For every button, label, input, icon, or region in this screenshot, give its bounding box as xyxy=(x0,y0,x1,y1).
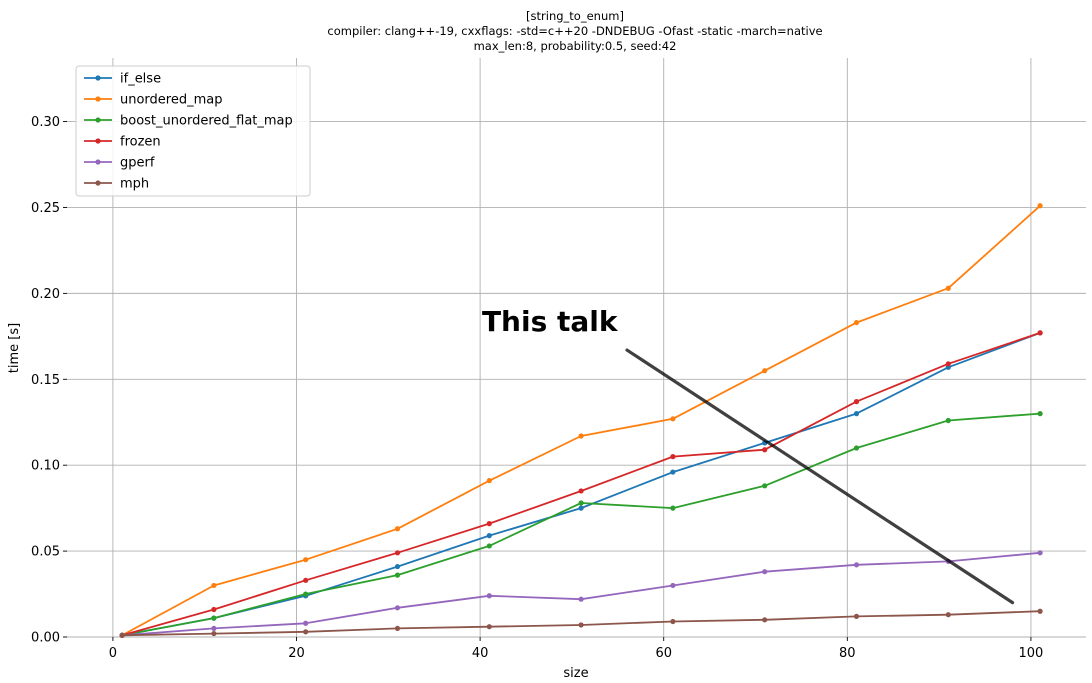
data-point xyxy=(670,505,676,511)
data-point xyxy=(853,411,860,417)
data-point xyxy=(578,500,584,506)
data-point xyxy=(394,563,401,570)
data-point xyxy=(1037,330,1043,336)
title-line: max_len:8, probability:0.5, seed:42 xyxy=(474,39,677,53)
legend-marker xyxy=(95,138,101,144)
data-point xyxy=(578,596,584,602)
series-line-if-else xyxy=(121,332,1041,637)
data-point xyxy=(211,582,217,589)
x-tick-label: 20 xyxy=(288,646,305,661)
data-point xyxy=(853,319,860,326)
data-point xyxy=(1037,550,1043,556)
y-tick-label: 0.05 xyxy=(31,545,60,560)
data-point xyxy=(303,557,309,563)
data-point xyxy=(945,612,951,618)
data-point xyxy=(486,478,492,484)
legend-label: unordered_map xyxy=(120,93,223,108)
legend-label: if_else xyxy=(120,72,161,87)
data-point xyxy=(945,417,951,424)
data-point xyxy=(762,483,768,489)
legend-label: mph xyxy=(120,177,149,192)
legend: if_else unordered_map boost_unordered_flat… xyxy=(75,65,311,197)
annotation-arrow xyxy=(625,348,1015,605)
axes: 0 20 40 60 80 100 0.00 0.05 0.10 0.15 0.20 0.25 0.30 xyxy=(31,115,1043,661)
data-point xyxy=(945,285,951,291)
y-tick-label: 0.25 xyxy=(31,201,60,216)
data-point xyxy=(486,543,492,549)
data-point xyxy=(578,488,584,494)
y-axis-label: time [s] xyxy=(7,323,22,373)
legend-box xyxy=(75,65,311,197)
data-point xyxy=(394,605,401,611)
data-point xyxy=(670,416,676,422)
legend-marker xyxy=(95,117,101,123)
y-tick-label: 0.00 xyxy=(31,631,60,646)
x-tick-label: 100 xyxy=(1019,646,1044,661)
legend-label: frozen xyxy=(120,135,161,150)
data-point xyxy=(211,615,217,621)
x-tick-label: 0 xyxy=(109,646,117,661)
data-point xyxy=(1037,608,1043,614)
x-tick-label: 40 xyxy=(472,646,489,661)
data-point xyxy=(1037,203,1043,209)
data-point xyxy=(762,617,768,623)
data-point xyxy=(762,447,768,453)
data-point xyxy=(853,399,860,405)
data-point xyxy=(1037,411,1043,417)
data-point xyxy=(578,622,584,628)
data-point xyxy=(762,368,768,374)
x-axis-label: size xyxy=(563,666,588,681)
plot-area xyxy=(119,203,1043,638)
y-tick-label: 0.10 xyxy=(31,459,60,474)
data-point xyxy=(853,562,860,568)
data-point xyxy=(853,445,860,451)
data-point xyxy=(303,577,309,583)
y-tick-label: 0.15 xyxy=(31,373,60,388)
data-point xyxy=(394,526,401,532)
data-point xyxy=(670,618,676,625)
x-tick-label: 80 xyxy=(839,646,856,661)
legend-marker xyxy=(95,159,101,165)
data-point xyxy=(670,453,676,460)
data-point xyxy=(853,613,860,619)
data-point xyxy=(762,569,768,575)
data-point xyxy=(945,361,951,367)
data-point xyxy=(486,624,492,630)
y-tick-label: 0.20 xyxy=(31,287,60,302)
grid xyxy=(67,58,1086,638)
y-tick-label: 0.30 xyxy=(31,115,60,130)
legend-label: boost_unordered_flat_map xyxy=(120,114,293,129)
data-point xyxy=(303,629,309,635)
legend-marker xyxy=(95,75,101,81)
x-tick-label: 60 xyxy=(655,646,672,661)
data-point xyxy=(211,606,217,613)
data-point xyxy=(394,625,401,632)
data-point xyxy=(486,593,492,599)
data-point xyxy=(670,582,676,589)
series-line-frozen xyxy=(121,332,1041,637)
legend-marker xyxy=(95,96,101,102)
data-point xyxy=(670,469,676,475)
data-point xyxy=(211,625,217,632)
data-point xyxy=(394,550,401,556)
data-point xyxy=(394,572,401,578)
title-line: compiler: clang++-19, cxxflags: -std=c++… xyxy=(327,24,822,38)
series-line-boost-unordered-flat-map xyxy=(121,412,1041,637)
annotation: This talk xyxy=(482,305,1015,605)
data-point xyxy=(303,591,309,597)
title-line: [string_to_enum] xyxy=(526,9,624,23)
data-point xyxy=(486,521,492,527)
data-point xyxy=(486,533,492,539)
legend-marker xyxy=(95,180,101,186)
data-point xyxy=(303,620,309,626)
data-point xyxy=(211,630,217,637)
series-line-unordered-map xyxy=(121,205,1041,637)
chart-title: [string_to_enum] compiler: clang++-19, c… xyxy=(327,9,822,53)
legend-label: gperf xyxy=(120,156,155,171)
data-point xyxy=(578,433,584,439)
data-point xyxy=(578,505,584,511)
annotation-label: This talk xyxy=(482,305,619,338)
data-point xyxy=(119,632,125,638)
